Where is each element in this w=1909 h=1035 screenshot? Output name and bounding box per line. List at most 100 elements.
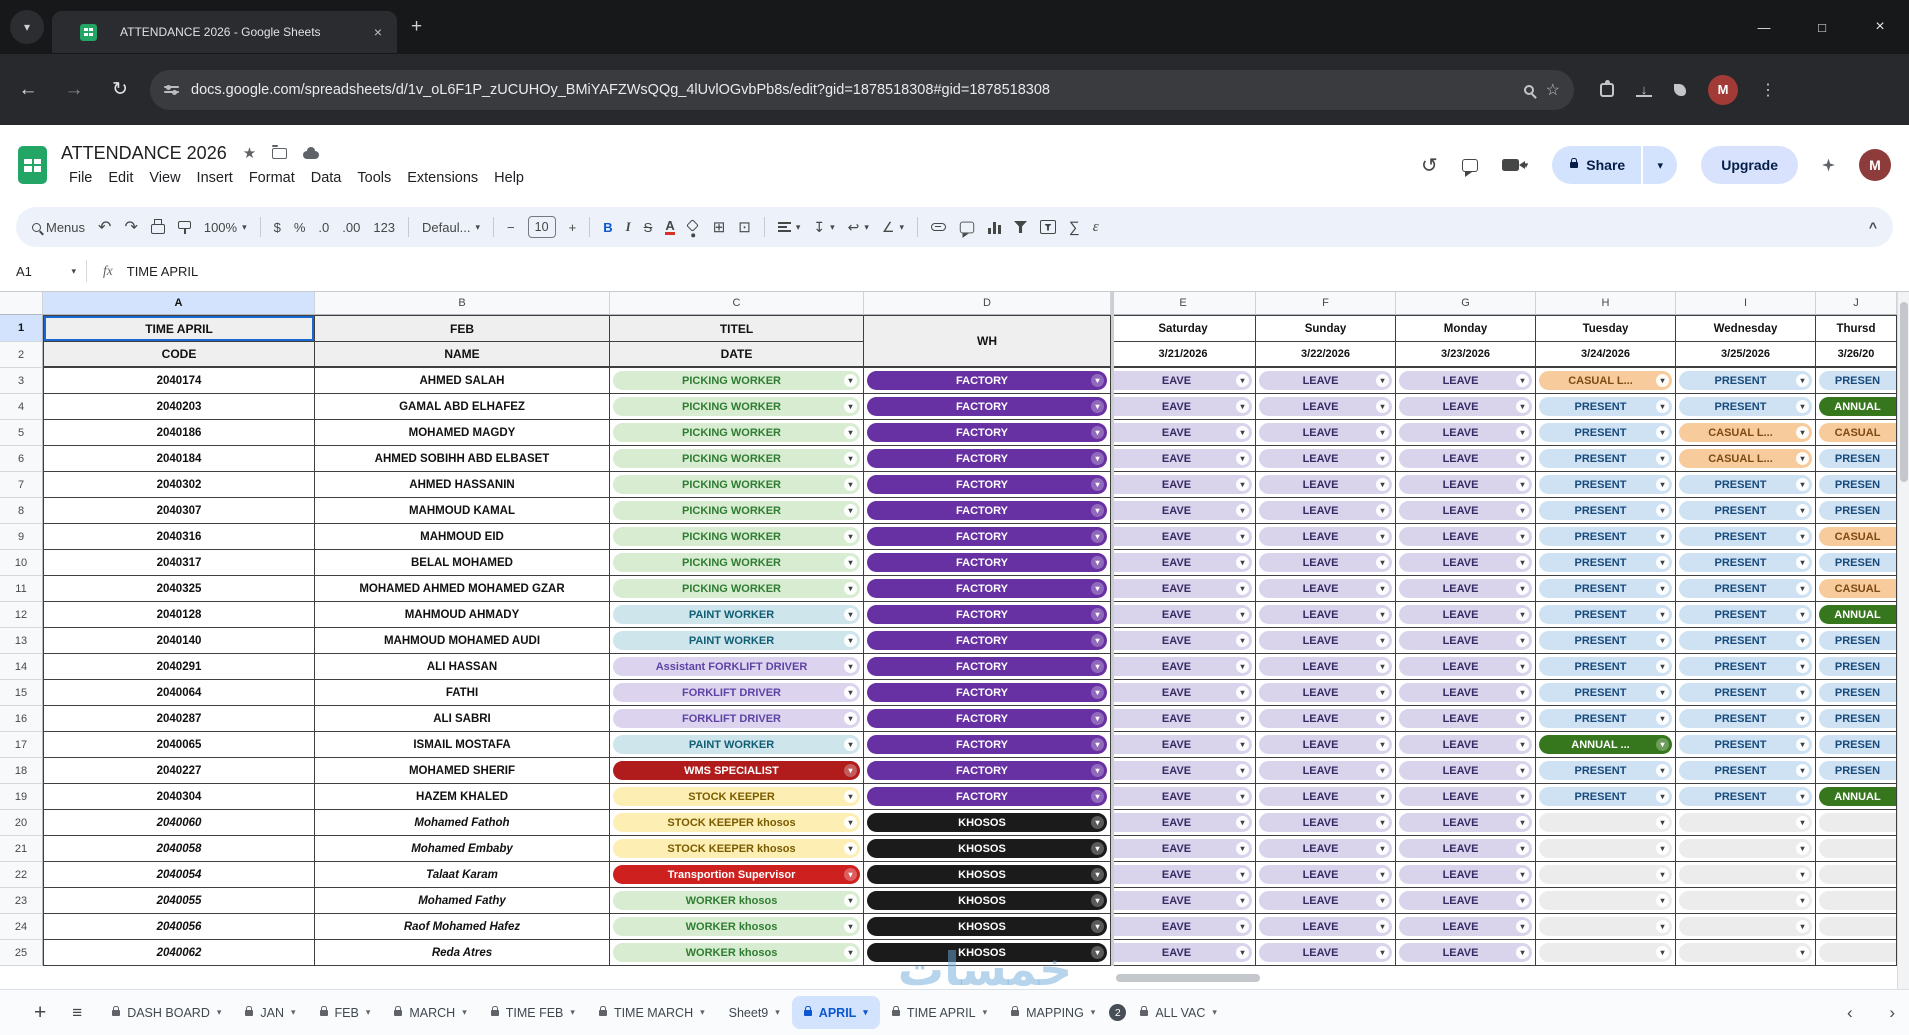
search-icon[interactable] <box>1523 84 1534 95</box>
dropdown-chip[interactable]: KHOSOS ▾ <box>867 917 1107 936</box>
day-cell[interactable] <box>1816 862 1897 888</box>
chevron-down-icon[interactable]: ▾ <box>844 452 857 465</box>
dropdown-chip[interactable] <box>1819 865 1896 884</box>
chevron-down-icon[interactable]: ▾ <box>1236 530 1249 543</box>
dropdown-chip[interactable]: PRESENT ▾ <box>1539 475 1672 494</box>
chevron-down-icon[interactable]: ▾ <box>1656 868 1669 881</box>
day-cell[interactable]: PRESENT ▾ <box>1676 550 1816 576</box>
code-cell[interactable]: 2040064 <box>43 680 315 706</box>
site-settings-icon[interactable] <box>164 84 179 95</box>
dropdown-chip[interactable]: LEAVE ▾ <box>1399 605 1532 624</box>
date-header[interactable]: 3/25/2026 <box>1676 342 1816 368</box>
day-cell[interactable]: LEAVE ▾ <box>1396 810 1536 836</box>
dropdown-chip[interactable]: PRESENT ▾ <box>1539 397 1672 416</box>
day-cell[interactable]: EAVE ▾ <box>1111 446 1256 472</box>
chevron-down-icon[interactable]: ▾ <box>1091 894 1104 907</box>
dropdown-chip[interactable]: KHOSOS ▾ <box>867 839 1107 858</box>
row-header-8[interactable]: 8 <box>0 498 43 524</box>
dropdown-chip[interactable]: LEAVE ▾ <box>1399 891 1532 910</box>
chevron-down-icon[interactable]: ▾ <box>1656 426 1669 439</box>
chevron-down-icon[interactable]: ▾ <box>1796 556 1809 569</box>
day-header[interactable]: Tuesday <box>1536 315 1676 342</box>
day-cell[interactable]: PRESENT ▾ <box>1676 784 1816 810</box>
warehouse-cell[interactable]: FACTORY ▾ <box>864 472 1111 498</box>
chevron-down-icon[interactable]: ▾ <box>1796 452 1809 465</box>
day-cell[interactable]: ANNUAL <box>1816 602 1897 628</box>
dropdown-chip[interactable] <box>1819 813 1896 832</box>
dropdown-chip[interactable]: LEAVE ▾ <box>1399 943 1532 962</box>
dropdown-chip[interactable]: PRESENT ▾ <box>1539 657 1672 676</box>
dropdown-chip[interactable]: ANNUAL ... ▾ <box>1539 735 1672 754</box>
warehouse-cell[interactable]: FACTORY ▾ <box>864 420 1111 446</box>
chevron-down-icon[interactable]: ▾ <box>1656 920 1669 933</box>
chevron-down-icon[interactable]: ▾ <box>844 504 857 517</box>
day-header[interactable]: Sunday <box>1256 315 1396 342</box>
dropdown-chip[interactable]: Transportion Supervisor ▾ <box>613 865 860 884</box>
day-cell[interactable]: PRESENT ▾ <box>1536 394 1676 420</box>
code-cell[interactable]: 2040054 <box>43 862 315 888</box>
version-history-icon[interactable]: ↺ <box>1420 154 1438 177</box>
undo-button[interactable]: ↶ <box>98 219 112 236</box>
name-cell[interactable]: MOHAMED MAGDY <box>315 420 610 446</box>
day-cell[interactable]: PRESEN <box>1816 446 1897 472</box>
decrease-font-size-button[interactable]: − <box>507 219 515 235</box>
day-cell[interactable]: LEAVE ▾ <box>1256 680 1396 706</box>
chevron-down-icon[interactable]: ▾ <box>1376 478 1389 491</box>
name-cell[interactable]: Mohamed Fathy <box>315 888 610 914</box>
day-cell[interactable]: PRESENT ▾ <box>1676 368 1816 394</box>
dropdown-chip[interactable]: WORKER khosos ▾ <box>613 891 860 910</box>
chevron-down-icon[interactable]: ▾ <box>844 374 857 387</box>
name-box[interactable]: A1 ▾ <box>0 264 86 279</box>
name-cell[interactable]: MAHMOUD KAMAL <box>315 498 610 524</box>
chevron-down-icon[interactable]: ▾ <box>1236 426 1249 439</box>
dropdown-chip[interactable]: PRESENT ▾ <box>1679 787 1812 806</box>
dropdown-chip[interactable]: EAVE ▾ <box>1111 371 1252 390</box>
dropdown-chip[interactable]: FACTORY ▾ <box>867 761 1107 780</box>
chevron-down-icon[interactable]: ▾ <box>1236 738 1249 751</box>
day-cell[interactable]: EAVE ▾ <box>1111 602 1256 628</box>
dropdown-chip[interactable]: LEAVE ▾ <box>1399 423 1532 442</box>
day-cell[interactable]: LEAVE ▾ <box>1396 888 1536 914</box>
day-cell[interactable]: EAVE ▾ <box>1111 940 1256 966</box>
day-cell[interactable]: LEAVE ▾ <box>1256 732 1396 758</box>
share-button[interactable]: Share <box>1552 146 1642 184</box>
dropdown-chip[interactable]: EAVE ▾ <box>1111 839 1252 858</box>
day-cell[interactable]: LEAVE ▾ <box>1256 394 1396 420</box>
chevron-down-icon[interactable]: ▾ <box>570 1007 575 1017</box>
day-cell[interactable]: LEAVE ▾ <box>1256 758 1396 784</box>
warehouse-cell[interactable]: FACTORY ▾ <box>864 680 1111 706</box>
col-header-J[interactable]: J <box>1816 292 1897 315</box>
day-cell[interactable]: PRESENT ▾ <box>1536 758 1676 784</box>
day-cell[interactable]: LEAVE ▾ <box>1256 472 1396 498</box>
dropdown-chip[interactable]: PAINT WORKER ▾ <box>613 735 860 754</box>
chevron-down-icon[interactable]: ▾ <box>1236 504 1249 517</box>
dropdown-chip[interactable]: PRESEN <box>1819 735 1896 754</box>
row-header-15[interactable]: 15 <box>0 680 43 706</box>
dropdown-chip[interactable]: FACTORY ▾ <box>867 501 1107 520</box>
chevron-down-icon[interactable]: ▾ <box>1376 426 1389 439</box>
day-cell[interactable]: EAVE ▾ <box>1111 888 1256 914</box>
dropdown-chip[interactable]: LEAVE ▾ <box>1259 683 1392 702</box>
chevron-down-icon[interactable]: ▾ <box>1091 556 1104 569</box>
chevron-down-icon[interactable]: ▾ <box>1236 452 1249 465</box>
day-cell[interactable]: PRESENT ▾ <box>1536 576 1676 602</box>
dropdown-chip[interactable]: FACTORY ▾ <box>867 579 1107 598</box>
chevron-down-icon[interactable]: ▾ <box>1656 686 1669 699</box>
day-header[interactable]: Wednesday <box>1676 315 1816 342</box>
dropdown-chip[interactable]: FACTORY ▾ <box>867 527 1107 546</box>
star-icon[interactable]: ★ <box>242 145 257 162</box>
chevron-down-icon[interactable]: ▾ <box>1376 764 1389 777</box>
day-cell[interactable]: PRESENT ▾ <box>1676 498 1816 524</box>
chevron-down-icon[interactable]: ▾ <box>1656 374 1669 387</box>
chevron-down-icon[interactable]: ▾ <box>1236 608 1249 621</box>
chevron-down-icon[interactable]: ▾ <box>1796 842 1809 855</box>
day-cell[interactable] <box>1816 810 1897 836</box>
title-cell[interactable]: PAINT WORKER ▾ <box>610 628 864 654</box>
warehouse-cell[interactable]: FACTORY ▾ <box>864 758 1111 784</box>
name-cell[interactable]: MOHAMED SHERIF <box>315 758 610 784</box>
dropdown-chip[interactable]: EAVE ▾ <box>1111 449 1252 468</box>
dropdown-chip[interactable]: STOCK KEEPER khosos ▾ <box>613 813 860 832</box>
title-cell[interactable]: STOCK KEEPER khosos ▾ <box>610 810 864 836</box>
code-cell[interactable]: 2040186 <box>43 420 315 446</box>
name-cell[interactable]: MAHMOUD AHMADY <box>315 602 610 628</box>
